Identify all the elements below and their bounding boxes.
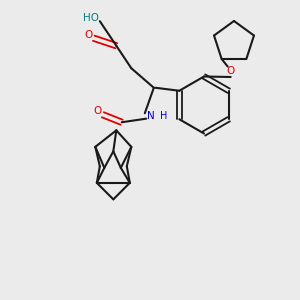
Text: HO: HO — [83, 13, 99, 22]
Text: O: O — [94, 106, 102, 116]
Text: O: O — [226, 66, 235, 76]
Text: O: O — [84, 30, 92, 40]
Text: N: N — [147, 111, 155, 121]
Text: H: H — [160, 111, 167, 121]
